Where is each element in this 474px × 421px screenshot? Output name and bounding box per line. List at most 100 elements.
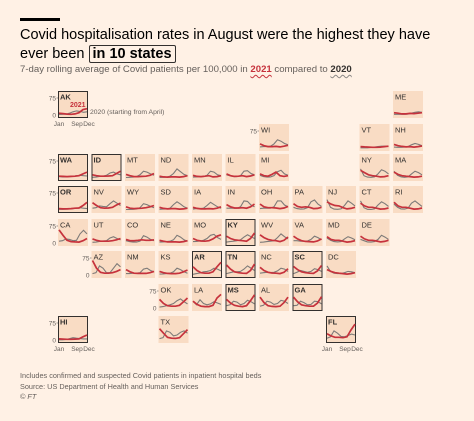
line-2020-co <box>125 235 155 243</box>
line-2021-md <box>326 235 356 243</box>
line-2021-ga <box>292 296 323 308</box>
state-label-id: ID <box>94 156 102 165</box>
ytick-75-hi: 75 <box>49 321 57 328</box>
line-2021-mi <box>259 171 289 178</box>
state-label-tx: TX <box>161 318 171 327</box>
line-2021-sd <box>159 206 188 210</box>
state-label-wi: WI <box>261 126 270 135</box>
line-2021-ks <box>159 269 188 275</box>
state-label-hi: HI <box>60 318 68 327</box>
ytick-0-ak: 0 <box>52 113 56 120</box>
footer-note: Includes confirmed and suspected Covid p… <box>20 371 262 380</box>
line-2021-az <box>91 260 121 275</box>
state-label-az: AZ <box>94 253 104 262</box>
state-label-me: ME <box>395 93 406 102</box>
line-2021-mn <box>192 174 222 178</box>
line-2021-dc <box>326 268 356 275</box>
line-2020-ct <box>360 200 389 211</box>
line-2021-oh <box>259 203 289 210</box>
state-label-sc: SC <box>295 253 306 262</box>
xtick-sep-hi: Sep <box>71 346 83 353</box>
state-label-ar: AR <box>194 253 205 262</box>
state-label-co: CO <box>127 221 138 230</box>
state-label-dc: DC <box>328 253 339 262</box>
line-2020-fl <box>326 330 356 339</box>
ytick-0-az: 0 <box>86 273 90 280</box>
line-2021-or <box>58 201 88 210</box>
line-2021-mt <box>125 172 155 178</box>
annotation-2020: 2020 (starting from April) <box>90 109 164 116</box>
line-2020-in <box>226 200 255 209</box>
line-2020-mi <box>259 169 289 178</box>
line-2021-vt <box>360 145 389 149</box>
state-label-ok: OK <box>161 286 172 295</box>
line-2020-de <box>360 234 389 243</box>
line-2021-wa <box>58 171 88 178</box>
record-box-ga <box>292 284 323 311</box>
line-2021-ri <box>393 201 423 210</box>
line-2021-ar <box>192 261 222 275</box>
line-2021-al <box>259 296 289 308</box>
state-label-wy: WY <box>127 188 139 197</box>
state-label-or: OR <box>60 188 72 197</box>
record-box-sc <box>292 251 323 278</box>
subtitle-2020: 2020 <box>330 64 352 75</box>
line-2020-nv <box>92 200 121 209</box>
ft-top-rule <box>20 18 60 21</box>
state-label-nm: NM <box>127 253 139 262</box>
ytick-75-ca: 75 <box>49 224 57 231</box>
line-2021-co <box>125 238 155 242</box>
line-2021-nc <box>259 266 289 275</box>
state-label-oh: OH <box>261 188 272 197</box>
state-label-fl: FL <box>328 318 338 327</box>
xtick-dec-fl: Dec <box>351 346 363 353</box>
state-label-la: LA <box>194 286 203 295</box>
line-2021-fl <box>326 323 356 339</box>
line-2020-mt <box>125 170 155 179</box>
record-box-ms <box>225 284 256 311</box>
line-2021-ma <box>393 171 423 178</box>
state-label-ky: KY <box>228 221 238 230</box>
line-2021-pa <box>293 202 322 210</box>
xtick-sep-ak: Sep <box>71 121 83 128</box>
footer-source: Source: US Department of Health and Huma… <box>20 381 199 391</box>
line-2020-ny <box>360 168 389 178</box>
state-label-mt: MT <box>127 156 138 165</box>
state-label-nv: NV <box>94 188 104 197</box>
line-2021-nm <box>125 268 155 275</box>
state-label-ma: MA <box>395 156 406 165</box>
state-label-wa: WA <box>60 156 73 165</box>
line-2021-de <box>360 235 389 243</box>
state-label-mo: MO <box>194 221 206 230</box>
line-2020-ok <box>159 298 188 308</box>
line-2021-ne <box>159 239 188 243</box>
line-2021-wy <box>125 204 155 210</box>
state-label-al: AL <box>261 286 270 295</box>
line-2020-tn <box>226 265 255 275</box>
state-label-nj: NJ <box>328 188 337 197</box>
ytick-0-ok: 0 <box>153 306 157 313</box>
state-label-ks: KS <box>161 253 171 262</box>
chart-title-main: Covid hospitalisation rates in August we… <box>20 27 431 62</box>
xtick-sep-fl: Sep <box>339 346 351 353</box>
state-label-nh: NH <box>395 126 406 135</box>
line-2020-ga <box>293 300 322 307</box>
chart-subtitle: 7-day rolling average of Covid patients … <box>20 64 460 75</box>
subtitle-prefix: 7-day rolling average of Covid patients … <box>20 64 248 75</box>
line-2021-mo <box>192 233 222 243</box>
footer-credit: © FT <box>20 392 37 401</box>
line-2021-ia <box>192 205 222 210</box>
chart-title: Covid hospitalisation rates in August we… <box>20 26 450 64</box>
line-2021-nd <box>159 174 188 178</box>
record-box-ar <box>192 251 222 278</box>
record-box-or <box>58 186 88 213</box>
line-2021-nh <box>393 143 423 148</box>
state-label-mn: MN <box>194 156 206 165</box>
record-box-fl <box>326 316 356 343</box>
state-label-ny: NY <box>362 156 372 165</box>
ytick-0-hi: 0 <box>52 338 56 345</box>
line-2021-ok <box>158 297 189 308</box>
annotation-2021: 2021 <box>70 102 86 109</box>
state-label-sd: SD <box>161 188 172 197</box>
